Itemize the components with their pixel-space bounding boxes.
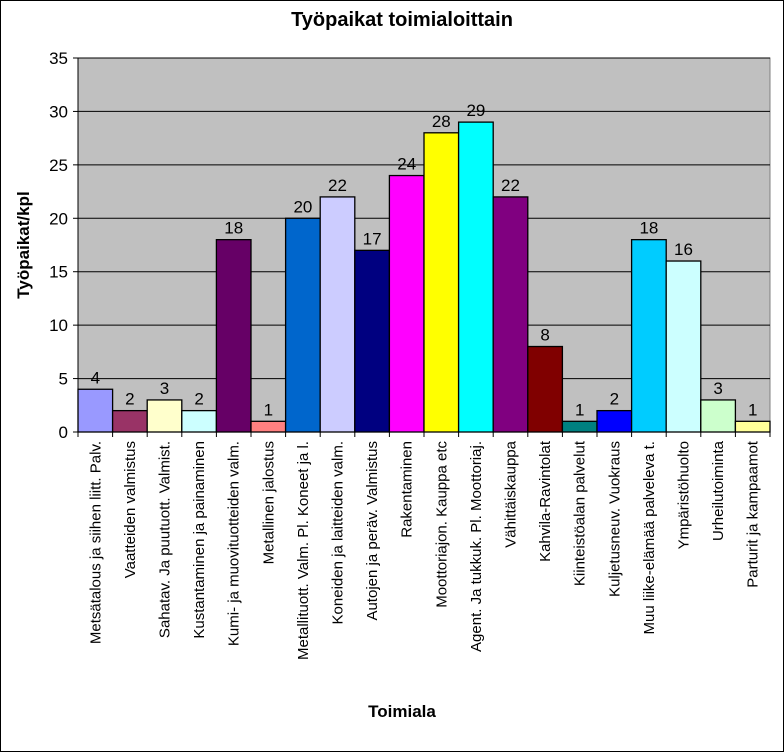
- x-category-label: Koneiden ja laitteiden valm.: [330, 441, 347, 624]
- data-label: 24: [397, 155, 416, 174]
- bar: [319, 196, 356, 433]
- data-label: 22: [501, 176, 520, 195]
- x-category-label: Vähittäiskauppa: [503, 440, 520, 547]
- y-axis-title: Työpaikat/kpl: [14, 191, 33, 298]
- x-axis-title: Toimiala: [368, 702, 436, 721]
- x-category-label: Sahatav. Ja puutuott. Valmist.: [157, 441, 174, 638]
- data-label: 2: [194, 390, 203, 409]
- x-category-label: Rakentaminen: [399, 441, 416, 538]
- data-label: 1: [575, 400, 584, 419]
- data-label: 29: [466, 101, 485, 120]
- x-category-label: Agent. Ja tukkuk. Pl. Moottoriaj.: [468, 441, 485, 652]
- x-category-label: Parturit ja kampaamot: [745, 440, 762, 588]
- bar: [111, 409, 148, 433]
- chart-title: Työpaikat toimialoittain: [291, 9, 513, 31]
- x-category-label: Autojen ja peräv. Valmistus: [364, 441, 381, 621]
- y-tick-label: 10: [49, 316, 68, 335]
- data-label: 1: [264, 400, 273, 419]
- bar: [146, 399, 183, 433]
- bar: [181, 409, 218, 433]
- x-category-labels: Metsätalous ja siihen liitt. Palv. Vaatte…: [87, 440, 761, 660]
- x-category-label: Kiinteistöalan palvelut: [572, 440, 589, 586]
- bar: [354, 249, 391, 433]
- x-category-label: Vaatteiden valmistus: [122, 441, 139, 578]
- data-label: 22: [328, 176, 347, 195]
- axes: [73, 57, 771, 437]
- bar: [77, 388, 114, 433]
- y-tick-label: 15: [49, 263, 68, 282]
- x-category-label: Metallinen jalostus: [260, 441, 277, 564]
- data-label: 18: [224, 219, 243, 238]
- bar: [665, 260, 702, 433]
- x-category-label: Kuljetusneuv. Vuokraus: [606, 441, 623, 597]
- y-tick-labels: 0 5 10 15 20 25 30 35: [49, 49, 68, 442]
- y-tick-label: 0: [59, 423, 68, 442]
- data-labels: 4 2 3 2 18 1 20 22 17 24 28 29 22 8 1 2 18 16 3 1: [91, 101, 758, 419]
- bar: [527, 345, 564, 433]
- data-label: 17: [363, 229, 382, 248]
- bar: [250, 420, 287, 433]
- x-category-label: Metallituott. Valm. Pl. Koneet ja l.: [295, 441, 312, 660]
- data-label: 2: [610, 390, 619, 409]
- bar: [561, 420, 598, 433]
- bar: [596, 409, 633, 433]
- bar: [630, 239, 667, 433]
- bar: [734, 420, 771, 433]
- bar: [388, 174, 425, 433]
- data-label: 1: [748, 400, 757, 419]
- bar: [457, 121, 494, 433]
- bar: [700, 399, 737, 433]
- data-label: 28: [432, 112, 451, 131]
- data-label: 18: [639, 219, 658, 238]
- x-category-label: Urheilutoiminta: [710, 440, 727, 541]
- data-label: 3: [160, 379, 169, 398]
- data-label: 16: [674, 240, 693, 259]
- y-tick-label: 30: [49, 102, 68, 121]
- x-category-label: Moottoriajon. Kauppa etc: [433, 441, 450, 608]
- x-category-label: Kahvila-Ravintolat: [537, 440, 554, 562]
- x-category-label: Muu liike-elämää palveleva t.: [641, 441, 658, 634]
- y-tick-label: 5: [59, 370, 68, 389]
- bars: [77, 121, 771, 433]
- x-category-label: Kustantaminen ja painaminen: [191, 441, 208, 639]
- data-label: 2: [125, 390, 134, 409]
- bar: [215, 239, 252, 433]
- data-label: 3: [713, 379, 722, 398]
- x-category-label: Ympäristöhuolto: [676, 441, 693, 549]
- bar: [284, 217, 321, 433]
- x-category-label: Metsätalous ja siihen liitt. Palv.: [87, 441, 104, 644]
- data-label: 20: [293, 197, 312, 216]
- bar: [423, 132, 460, 433]
- x-category-label: Kumi- ja muovituotteiden valm.: [226, 441, 243, 646]
- y-tick-label: 25: [49, 156, 68, 175]
- bar: [492, 196, 529, 433]
- data-label: 4: [91, 368, 100, 387]
- y-tick-label: 20: [49, 209, 68, 228]
- y-tick-label: 35: [49, 49, 68, 68]
- data-label: 8: [540, 326, 549, 345]
